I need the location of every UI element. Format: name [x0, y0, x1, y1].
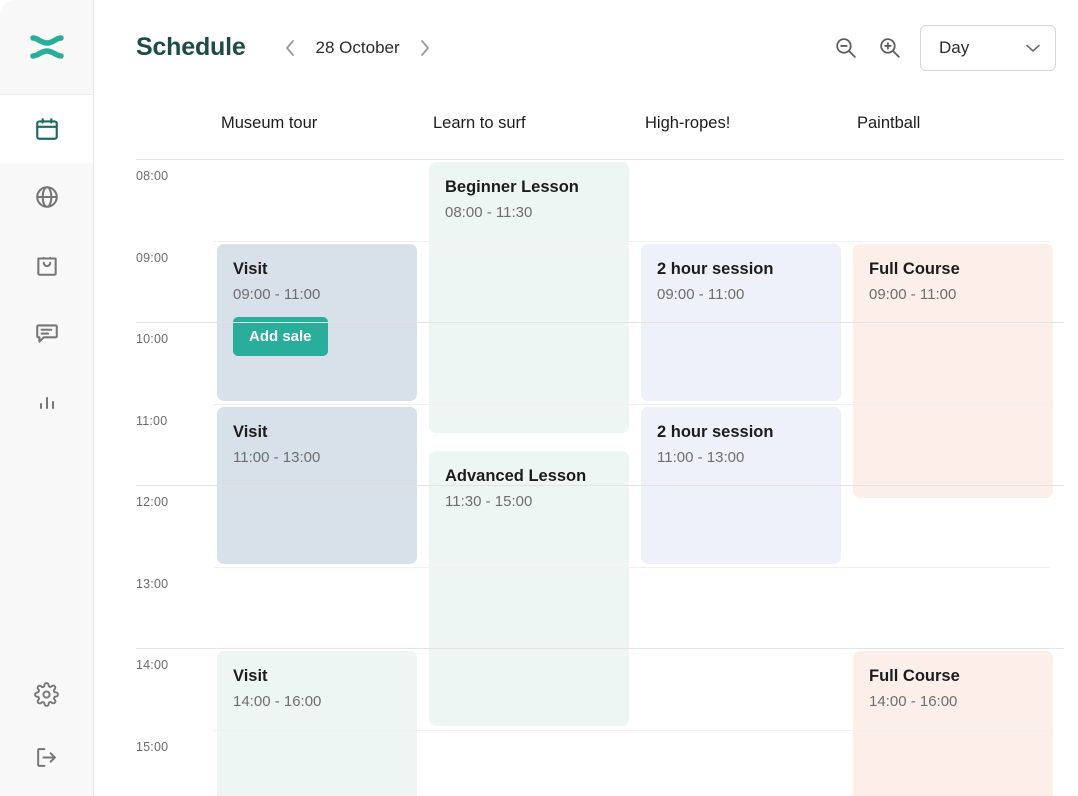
page-title: Schedule — [136, 33, 246, 61]
event-time: 09:00 - 11:00 — [657, 285, 745, 303]
time-label: 08:00 — [136, 169, 169, 183]
calendar-events-area: Visit 09:00 - 11:00 Add sale Visit 11:00 - 1… — [213, 151, 1064, 796]
time-label: 11:00 — [136, 413, 168, 428]
next-day-button[interactable] — [414, 37, 436, 59]
page-header: Schedule 28 October — [94, 0, 1078, 95]
chevron-left-icon — [286, 39, 294, 56]
event-time: 09:00 - 11:00 — [233, 285, 321, 303]
event-time: 08:00 - 11:30 — [445, 204, 533, 221]
event-title: Advanced Lesson — [445, 467, 587, 486]
event-title: 2 hour session — [657, 259, 774, 278]
time-label: 14:00 — [136, 658, 169, 672]
calendar-column-header: High-ropes! — [645, 113, 731, 132]
event-time: 11:00 - 13:00 — [657, 448, 745, 466]
sidebar-item-logout[interactable] — [0, 728, 93, 796]
calendar-grid: Visit 09:00 - 11:00 Add sale Visit 11:00 - 1… — [136, 151, 1064, 796]
zoom-out-icon — [835, 38, 856, 58]
event-fullcourse-1400[interactable]: Full Course 14:00 - 16:00 — [853, 651, 1053, 796]
calendar-gridline — [213, 403, 1050, 405]
calendar-gridline — [136, 322, 1064, 323]
time-label: 09:00 — [136, 250, 169, 265]
sidebar-item-website[interactable] — [0, 163, 93, 231]
event-title: Full Course — [869, 667, 960, 685]
time-label: 12:00 — [136, 495, 169, 509]
main-content: Schedule 28 October — [94, 0, 1078, 796]
event-title: Beginner Lesson — [445, 178, 579, 196]
add-sale-button[interactable]: Add sale — [233, 316, 328, 356]
calendar-gridline — [136, 159, 1064, 160]
calendar-column-header: Learn to surf — [433, 113, 526, 132]
calendar: Museum tour Learn to surf High-ropes! Paint… — [94, 95, 1078, 796]
bar-chart-icon — [39, 397, 54, 409]
time-label: 15:00 — [136, 739, 169, 754]
sidebar-item-settings[interactable] — [0, 660, 93, 728]
event-time: 09:00 - 11:00 — [869, 285, 957, 303]
sidebar-item-sales[interactable] — [0, 231, 93, 299]
calendar-column-header: Museum tour — [221, 113, 318, 132]
view-mode-value: Day — [939, 37, 970, 57]
event-visit-1400[interactable]: Visit 14:00 - 16:00 — [217, 651, 417, 796]
calendar-gridline — [213, 729, 1050, 731]
zoom-out-button[interactable] — [832, 35, 858, 61]
prev-day-button[interactable] — [280, 37, 302, 59]
event-title: 2 hour session — [657, 422, 774, 441]
gear-icon — [34, 681, 59, 707]
calendar-column-header: Paintball — [857, 113, 921, 132]
event-title: Visit — [233, 259, 268, 278]
chevron-right-icon — [421, 39, 430, 56]
event-advanced-lesson[interactable]: Advanced Lesson 11:30 - 15:00 — [429, 451, 629, 727]
zoom-in-icon — [879, 38, 900, 58]
view-mode-select[interactable]: Day — [920, 24, 1056, 71]
event-fullcourse-0900[interactable]: Full Course 09:00 - 11:00 — [853, 243, 1053, 499]
chevron-down-icon — [1025, 43, 1041, 53]
sidebar — [0, 0, 94, 796]
header-controls: Day — [832, 24, 1056, 71]
shopping-bag-icon — [36, 256, 57, 276]
event-time: 14:00 - 16:00 — [233, 693, 322, 710]
current-date-label: 28 October — [315, 37, 400, 57]
calendar-gridline — [136, 485, 1064, 486]
event-time: 11:30 - 15:00 — [445, 493, 533, 511]
event-title: Visit — [233, 667, 268, 685]
sidebar-item-messages[interactable] — [0, 299, 93, 367]
sidebar-item-schedule[interactable] — [0, 95, 93, 163]
event-time: 11:00 - 13:00 — [233, 448, 321, 466]
event-title: Full Course — [869, 259, 960, 278]
zoom-in-button[interactable] — [876, 35, 902, 61]
calendar-gridline — [213, 240, 1050, 242]
chat-icon — [35, 324, 58, 343]
sidebar-item-reports[interactable] — [0, 367, 93, 435]
logout-icon — [37, 747, 56, 767]
event-title: Visit — [233, 422, 268, 441]
calendar-gridline — [136, 648, 1064, 649]
sidebar-spacer — [0, 435, 93, 660]
time-label: 10:00 — [136, 332, 169, 346]
event-time: 14:00 - 16:00 — [869, 693, 958, 710]
calendar-gridline — [213, 566, 1050, 568]
brand-logo[interactable] — [0, 0, 93, 95]
calendar-column-headers: Museum tour Learn to surf High-ropes! Paint… — [213, 95, 1064, 151]
event-beginner-lesson[interactable]: Beginner Lesson 08:00 - 11:30 — [429, 162, 629, 434]
calendar-icon — [35, 118, 58, 140]
globe-icon — [35, 186, 58, 208]
time-label: 13:00 — [136, 576, 169, 591]
date-navigator: 28 October — [280, 37, 436, 59]
brand-logo-icon — [29, 35, 64, 59]
